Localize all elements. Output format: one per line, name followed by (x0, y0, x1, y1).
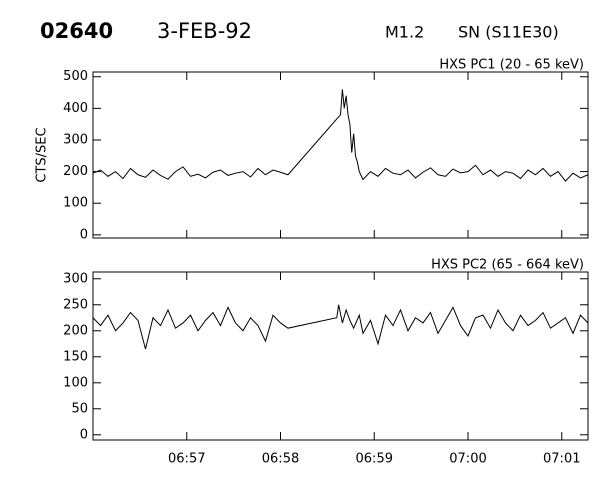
y-tick-label: 200 (63, 323, 88, 338)
x-tick-label: 07:01 (543, 452, 580, 467)
flare-location: SN (S11E30) (458, 23, 559, 42)
x-tick-label: 06:57 (168, 452, 205, 467)
y-tick-label: 150 (63, 349, 88, 364)
y-axis-label: CTS/SEC (35, 127, 50, 182)
y-tick-label: 300 (63, 271, 88, 286)
y-tick-label: 50 (71, 401, 88, 416)
y-tick-label: 100 (63, 375, 88, 390)
event-date: 3-FEB-92 (157, 19, 252, 43)
y-tick-label: 500 (63, 69, 88, 84)
x-tick-label: 06:58 (262, 452, 299, 467)
data-line (92, 304, 589, 350)
y-tick-label: 0 (80, 227, 88, 242)
y-tick-label: 300 (63, 132, 88, 147)
y-tick-label: 200 (63, 164, 88, 179)
flare-class: M1.2 (385, 23, 424, 42)
panel-title: HXS PC1 (20 - 65 keV) (439, 58, 584, 73)
y-tick-label: 250 (63, 297, 88, 312)
plot-frame (92, 71, 589, 239)
event-number: 02640 (40, 19, 113, 43)
data-line (92, 89, 589, 182)
plot-frame (92, 271, 589, 441)
x-tick-label: 06:59 (356, 452, 393, 467)
panel-title: HXS PC2 (65 - 664 keV) (431, 258, 584, 273)
x-tick-label: 07:00 (449, 452, 486, 467)
y-tick-label: 100 (63, 196, 88, 211)
y-tick-label: 400 (63, 101, 88, 116)
y-tick-label: 0 (80, 427, 88, 442)
